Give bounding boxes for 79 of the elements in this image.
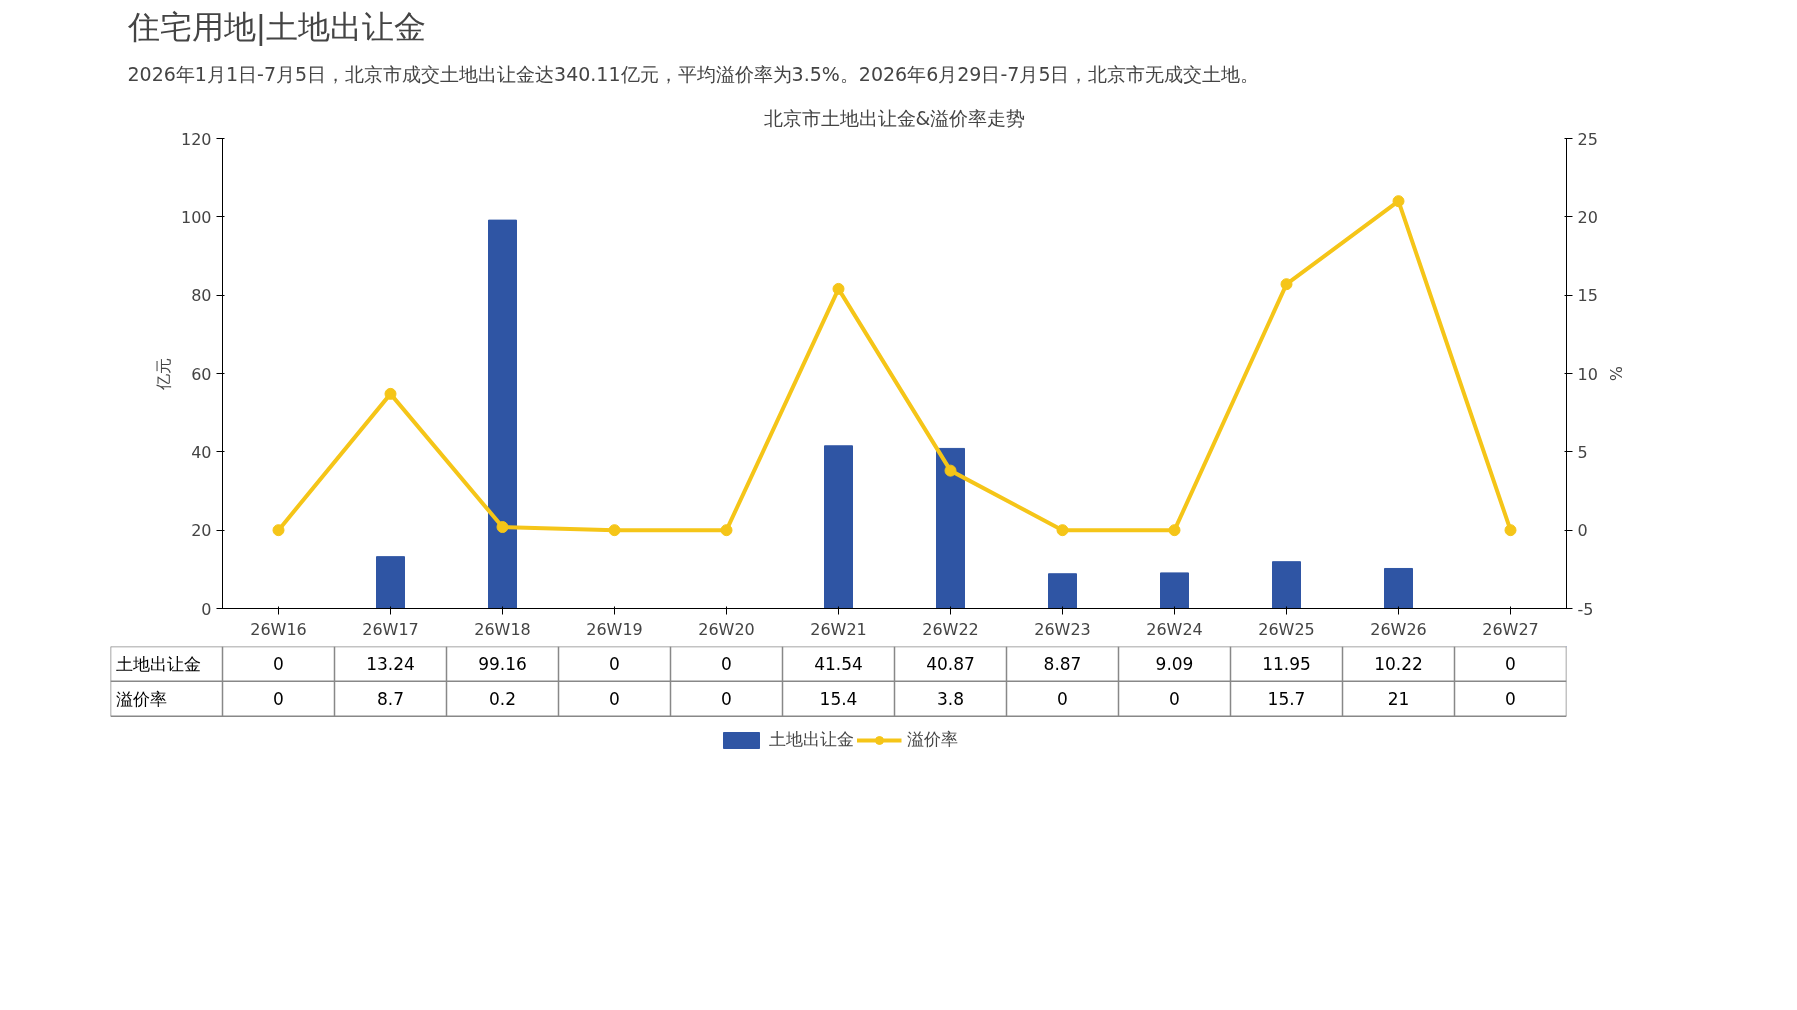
point bbox=[944, 464, 957, 477]
data-label: 0 bbox=[1505, 654, 1516, 675]
data-label: 0 bbox=[609, 654, 620, 675]
data-label: 0.2 bbox=[488, 689, 517, 710]
point bbox=[496, 521, 509, 534]
data-label: 0 bbox=[721, 654, 732, 675]
x-tick-label: 26W20 bbox=[698, 619, 755, 639]
data-label: 21 bbox=[1387, 689, 1410, 710]
data-label: 0 bbox=[273, 654, 284, 675]
x-tick-label: 26W25 bbox=[1258, 619, 1315, 639]
point bbox=[1168, 524, 1181, 537]
point bbox=[1392, 195, 1405, 208]
y-tick-label: 0 bbox=[201, 599, 212, 619]
text: 溢价率 bbox=[116, 688, 168, 709]
point bbox=[384, 387, 397, 400]
chart-subtitle: 2026年1月1日-7月5日，北京市成交土地出让金达340.11亿元，平均溢价率为3.5%。2026年6月29日-7月5日，北京市无成交土地。 bbox=[127, 62, 1260, 85]
x-tick-label: 26W19 bbox=[586, 619, 643, 639]
y2-tick-label: -5 bbox=[1577, 599, 1594, 619]
data-label: 8.7 bbox=[376, 689, 405, 710]
y-tick-label: 100 bbox=[180, 207, 212, 227]
text: 北京市土地出让金&溢价率走势 bbox=[763, 106, 1026, 129]
data-label: 0 bbox=[273, 689, 284, 710]
legend-label: 土地出让金 bbox=[768, 728, 854, 751]
y-tick-label: 80 bbox=[191, 286, 212, 306]
y-tick-label: 40 bbox=[191, 442, 212, 462]
x-tick-label: 26W17 bbox=[362, 619, 419, 639]
y2-tick-label: 0 bbox=[1577, 521, 1588, 541]
y2-tick-label: 5 bbox=[1577, 442, 1588, 462]
x-tick-label: 26W24 bbox=[1146, 619, 1203, 639]
data-label: 0 bbox=[1505, 689, 1516, 710]
bar bbox=[936, 447, 965, 609]
y2-tick-label: 15 bbox=[1577, 286, 1598, 306]
bar bbox=[1160, 572, 1189, 609]
point bbox=[720, 524, 733, 537]
x-tick-label: 26W22 bbox=[922, 619, 979, 639]
x-tick-label: 26W26 bbox=[1370, 619, 1427, 639]
y-tick-label: 60 bbox=[191, 364, 212, 384]
data-label: 13.24 bbox=[366, 654, 415, 675]
bar bbox=[1272, 561, 1301, 609]
y-axis-title: 亿元 bbox=[153, 357, 173, 391]
y2-tick-label: 20 bbox=[1577, 207, 1598, 227]
bar bbox=[1384, 567, 1413, 609]
x-tick-label: 26W27 bbox=[1482, 619, 1539, 639]
data-label: 9.09 bbox=[1155, 654, 1194, 675]
data-label: 41.54 bbox=[814, 654, 863, 675]
y-tick-label: 120 bbox=[180, 129, 212, 149]
data-label: 0 bbox=[721, 689, 732, 710]
text: 土地出让金 bbox=[116, 653, 202, 674]
data-label: 8.87 bbox=[1043, 654, 1082, 675]
data-label: 0 bbox=[609, 689, 620, 710]
point bbox=[832, 282, 845, 295]
y2-tick-label: 25 bbox=[1577, 129, 1598, 149]
x-tick-label: 26W23 bbox=[1034, 619, 1091, 639]
data-label: 40.87 bbox=[926, 654, 975, 675]
point bbox=[272, 524, 285, 537]
point bbox=[1504, 524, 1517, 537]
x-tick-label: 26W18 bbox=[474, 619, 531, 639]
data-label: 0 bbox=[1057, 689, 1068, 710]
y2-axis-title: % bbox=[1605, 365, 1625, 382]
data-label: 11.95 bbox=[1262, 654, 1311, 675]
data-label: 3.8 bbox=[936, 689, 965, 710]
data-label: 15.4 bbox=[819, 689, 858, 710]
x-tick-label: 26W21 bbox=[810, 619, 867, 639]
bar bbox=[376, 556, 405, 609]
data-label: 10.22 bbox=[1374, 654, 1423, 675]
point bbox=[608, 524, 621, 537]
x-tick-label: 26W16 bbox=[250, 619, 307, 639]
data-label: 0 bbox=[1169, 689, 1180, 710]
point bbox=[1056, 524, 1069, 537]
point bbox=[1280, 278, 1293, 291]
bar bbox=[1048, 573, 1077, 609]
legend-label: 溢价率 bbox=[906, 728, 958, 751]
y2-tick-label: 10 bbox=[1577, 364, 1598, 384]
data-label: 15.7 bbox=[1267, 689, 1306, 710]
chart-title: 住宅用地|土地出让金 bbox=[126, 7, 427, 46]
bar bbox=[488, 219, 517, 609]
bar bbox=[824, 445, 853, 609]
y-tick-label: 20 bbox=[191, 521, 212, 541]
data-label: 99.16 bbox=[478, 654, 527, 675]
